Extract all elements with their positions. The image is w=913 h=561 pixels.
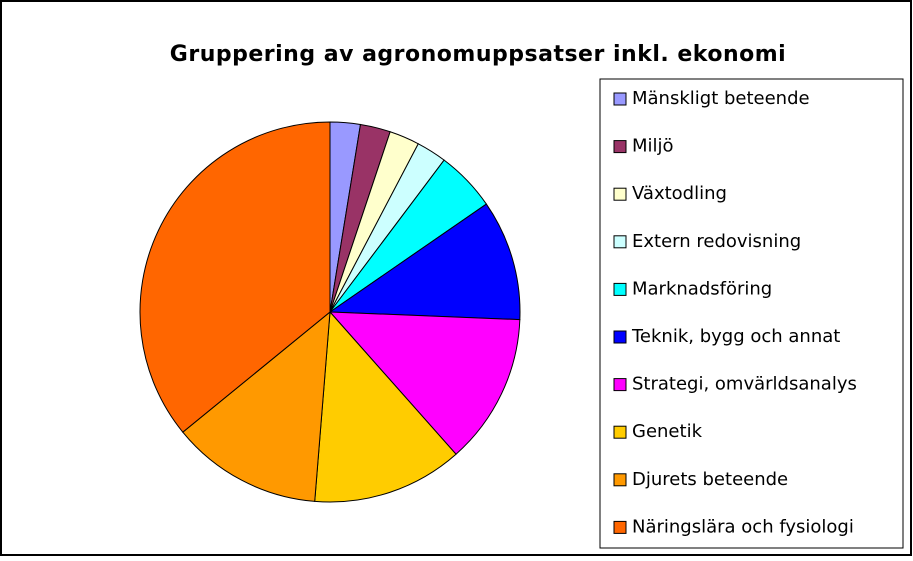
legend-swatch: [613, 473, 627, 487]
legend-box: [599, 78, 904, 549]
legend-label: Extern redovisning: [632, 231, 801, 252]
legend-swatch: [613, 235, 627, 249]
legend-swatch: [613, 282, 627, 296]
legend-swatch: [613, 92, 627, 106]
legend-swatch: [613, 425, 627, 439]
legend-label: Näringslära och fysiologi: [632, 516, 854, 537]
pie-slice: [328, 311, 521, 455]
legend-label: Strategi, omvärldsanalys: [632, 374, 857, 395]
legend-label: Miljö: [632, 136, 674, 157]
pie-slice: [314, 310, 457, 503]
legend-swatch: [613, 140, 627, 154]
legend-label: Teknik, bygg och annat: [631, 326, 840, 347]
pie-slice: [328, 203, 521, 321]
legend-swatch: [613, 520, 627, 534]
legend-label: Genetik: [632, 421, 703, 442]
legend-swatch: [613, 378, 627, 392]
pie-slice: [139, 121, 331, 433]
chart-title: Gruppering av agronomuppsatser inkl. eko…: [170, 42, 786, 67]
legend-label: Växtodling: [632, 183, 727, 204]
legend-label: Marknadsföring: [632, 278, 772, 299]
legend-swatch: [613, 330, 627, 344]
legend-label: Mänskligt beteende: [632, 88, 810, 109]
legend-label: Djurets beteende: [632, 469, 788, 490]
legend-swatch: [613, 187, 627, 201]
pie-slice: [182, 310, 331, 502]
